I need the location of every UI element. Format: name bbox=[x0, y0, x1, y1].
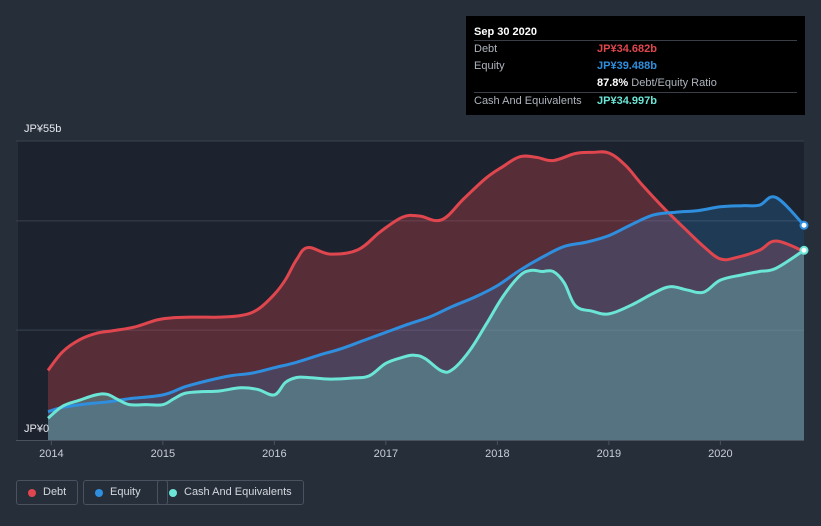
y-tick-label-bottom: JP¥0 bbox=[24, 423, 49, 435]
legend-debt-dot-icon bbox=[28, 489, 36, 497]
tooltip-equity-row: Equity JP¥39.488b bbox=[474, 58, 797, 75]
x-tick-label-2017: 2017 bbox=[374, 448, 398, 460]
tooltip-ratio-value: 87.8% bbox=[597, 77, 629, 89]
equity-end-marker bbox=[799, 220, 809, 230]
cash-line bbox=[47, 249, 805, 420]
x-tick-label-2014: 2014 bbox=[39, 448, 63, 460]
tooltip-debt-label: Debt bbox=[474, 43, 498, 55]
legend-debt-label: Debt bbox=[43, 486, 67, 498]
cash-end-marker bbox=[799, 245, 809, 255]
tooltip-equity-value: JP¥39.488b bbox=[597, 60, 657, 72]
tooltip-ratio: 87.8% Debt/Equity Ratio bbox=[597, 75, 717, 92]
y-tick-label-top: JP¥55b bbox=[24, 123, 61, 135]
tooltip-equity-label: Equity bbox=[474, 60, 505, 72]
tooltip-cash-label: Cash And Equivalents bbox=[474, 95, 582, 107]
legend-debt[interactable]: Debt bbox=[16, 480, 78, 505]
tooltip-debt-row: Debt JP¥34.682b bbox=[474, 40, 797, 58]
x-tick-label-2020: 2020 bbox=[708, 448, 732, 460]
x-tick-label-2019: 2019 bbox=[597, 448, 621, 460]
x-tick-label-2015: 2015 bbox=[151, 448, 175, 460]
cash-area bbox=[48, 250, 804, 440]
tooltip-ratio-label: Debt/Equity Ratio bbox=[631, 77, 717, 89]
legend-equity-dot-icon bbox=[95, 489, 103, 497]
tooltip-ratio-row: 87.8% Debt/Equity Ratio bbox=[474, 75, 797, 92]
plot-area bbox=[18, 141, 804, 440]
legend-cash[interactable]: Cash And Equivalents bbox=[157, 480, 304, 505]
legend-equity[interactable]: Equity bbox=[83, 480, 168, 505]
tooltip-date: Sep 30 2020 bbox=[474, 26, 537, 38]
debt-line bbox=[46, 150, 805, 372]
tooltip-cash-row: Cash And Equivalents JP¥34.997b bbox=[474, 92, 797, 110]
legend-cash-dot-icon bbox=[169, 489, 177, 497]
x-tick-label-2018: 2018 bbox=[485, 448, 509, 460]
tooltip: Sep 30 2020 Debt JP¥34.682b Equity JP¥39… bbox=[466, 16, 805, 115]
x-tick-label-2016: 2016 bbox=[262, 448, 286, 460]
debt-area bbox=[48, 151, 804, 440]
equity-line bbox=[47, 195, 806, 414]
tooltip-debt-value: JP¥34.682b bbox=[597, 43, 657, 55]
tooltip-cash-value: JP¥34.997b bbox=[597, 95, 657, 107]
legend-cash-label: Cash And Equivalents bbox=[184, 486, 292, 498]
legend-equity-label: Equity bbox=[110, 486, 141, 498]
